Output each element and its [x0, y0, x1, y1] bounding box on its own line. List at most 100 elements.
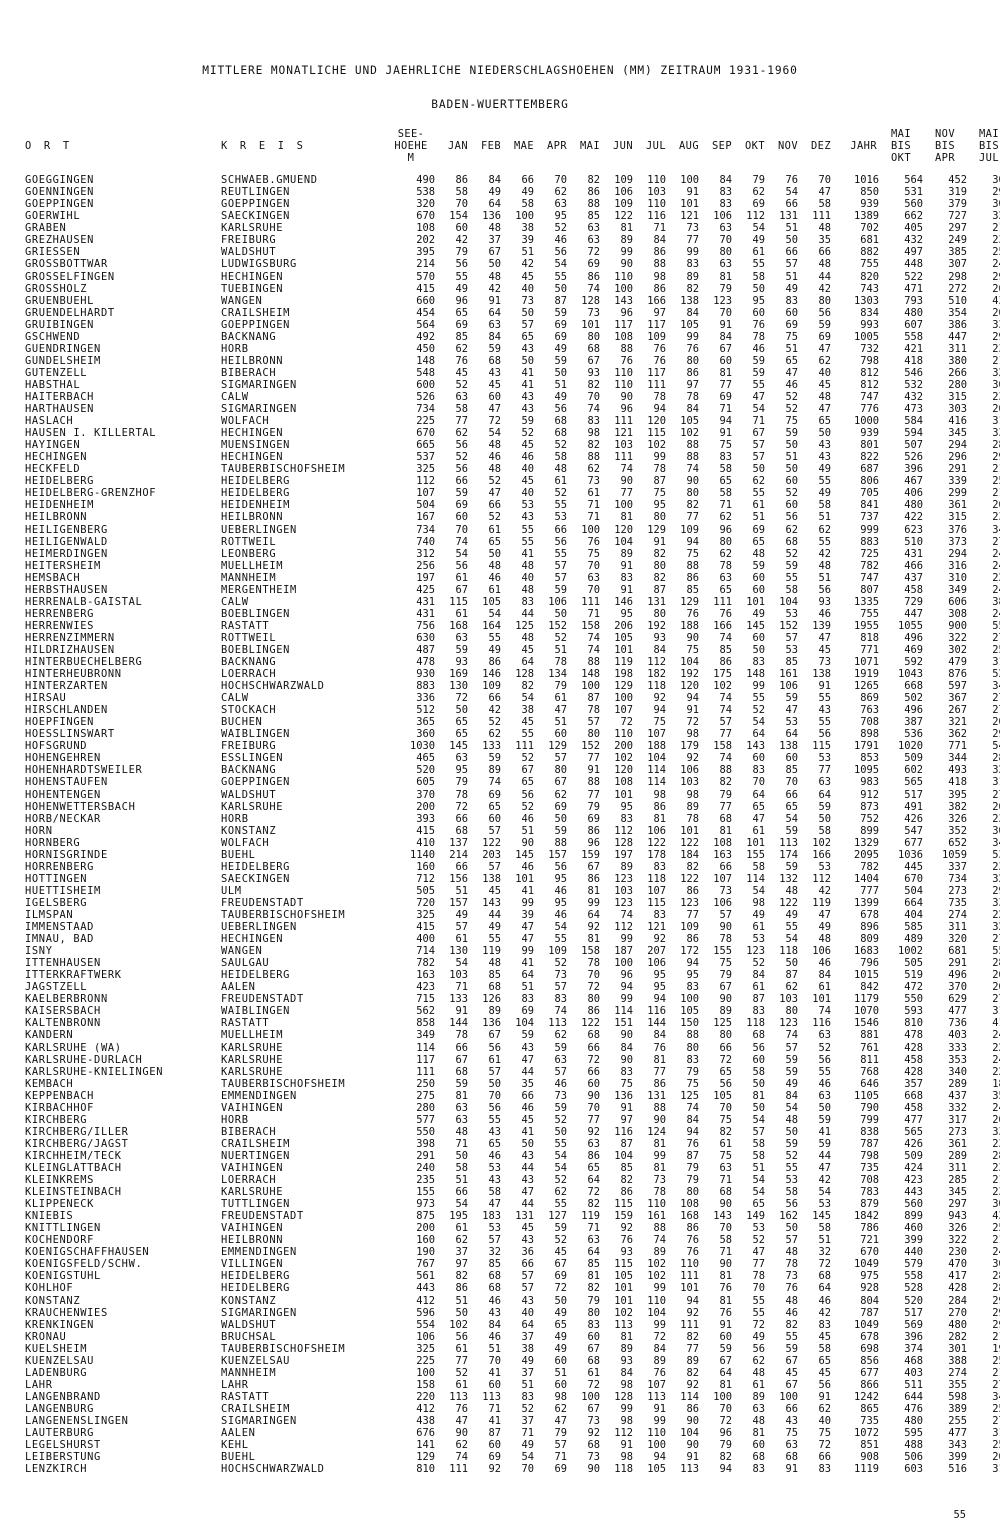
cell-month-4: 68: [587, 1029, 600, 1042]
cell-month-9: 118: [746, 1017, 765, 1030]
cell-kreis: KUENZELSAU: [221, 1354, 291, 1367]
cell-month-6: 129: [647, 523, 666, 536]
cell-month-8: 67: [719, 342, 732, 355]
cell-mai-bis-okt: 506: [904, 1451, 923, 1464]
cell-seehoehe: 349: [416, 1029, 435, 1042]
cell-month-4: 74: [587, 631, 600, 644]
cell-seehoehe: 930: [416, 668, 435, 681]
table-row: ILMSPAN TAUBERBISCHOFSHEIM 325 49 44 39 46 64 74…: [25, 909, 1000, 921]
cell-jahr: 768: [860, 1065, 879, 1078]
cell-jahr: 747: [860, 571, 879, 584]
cell-kreis: HEIDELBERG: [221, 860, 291, 873]
cell-month-8: 86: [719, 656, 732, 669]
cell-month-10: 56: [785, 511, 798, 524]
cell-month-4: 81: [587, 1270, 600, 1283]
cell-seehoehe: 438: [416, 1414, 435, 1427]
cell-month-7: 99: [686, 246, 699, 259]
cell-mai-bis-jul: 226: [992, 1065, 1000, 1078]
cell-mai-bis-okt: 793: [904, 294, 923, 307]
cell-month-4: 86: [587, 270, 600, 283]
cell-month-11: 63: [818, 1089, 831, 1102]
cell-mai-bis-jul: 307: [992, 1198, 1000, 1211]
cell-jahr: 881: [860, 1029, 879, 1042]
cell-mai-bis-jul: 257: [992, 246, 1000, 259]
cell-month-8: 61: [719, 1137, 732, 1150]
cell-jahr: 1335: [853, 595, 879, 608]
cell-month-9: 49: [752, 1330, 765, 1343]
cell-mai-bis-okt: 460: [904, 1222, 923, 1235]
cell-kreis: KONSTANZ: [221, 1294, 277, 1307]
cell-month-9: 65: [752, 800, 765, 813]
cell-month-4: 92: [587, 921, 600, 934]
cell-month-4: 72: [587, 1378, 600, 1391]
cell-month-2: 100: [515, 210, 534, 223]
cell-seehoehe: 129: [416, 1451, 435, 1464]
cell-month-7: 90: [686, 475, 699, 488]
cell-month-6: 112: [647, 656, 666, 669]
cell-month-4: 79: [587, 1294, 600, 1307]
cell-month-0: 67: [455, 583, 468, 596]
cell-jahr: 735: [860, 1414, 879, 1427]
cell-month-2: 57: [521, 1282, 534, 1295]
cell-kreis: KARLSRUHE: [221, 1041, 284, 1054]
cell-month-0: 62: [455, 1234, 468, 1247]
cell-seehoehe: 202: [416, 234, 435, 247]
cell-month-3: 134: [548, 668, 567, 681]
header-nov-bis-apr-line1: NOV: [935, 128, 955, 140]
cell-month-2: 46: [521, 812, 534, 825]
cell-ort: GOENNINGEN: [25, 186, 95, 199]
cell-seehoehe: 782: [416, 957, 435, 970]
cell-month-6: 104: [647, 752, 666, 765]
cell-month-0: 79: [455, 246, 468, 259]
cell-nov-bis-apr: 447: [948, 330, 967, 343]
cell-month-3: 71: [554, 1451, 567, 1464]
header-nov-bis-apr-line3: APR: [935, 152, 955, 165]
cell-month-1: 48: [488, 463, 501, 476]
cell-month-1: 70: [488, 1354, 501, 1367]
cell-nov-bis-apr: 477: [948, 1427, 967, 1440]
cell-seehoehe: 465: [416, 752, 435, 765]
cell-month-5: 103: [614, 439, 633, 452]
cell-ort: HEIDELBERG-GRENZHOF: [25, 487, 157, 500]
cell-month-4: 100: [581, 1390, 600, 1403]
cell-month-4: 72: [587, 1053, 600, 1066]
cell-mai-bis-jul: 241: [992, 559, 1000, 572]
cell-mai-bis-okt: 517: [904, 1306, 923, 1319]
cell-month-5: 96: [620, 403, 633, 416]
header-seehoehe-line2: HOEHE: [394, 140, 428, 153]
cell-kreis: TAUBERBISCHOFSHEIM: [221, 1342, 346, 1355]
cell-nov-bis-apr: 311: [948, 921, 967, 934]
cell-nov-bis-apr: 322: [948, 1234, 967, 1247]
cell-month-7: 103: [680, 776, 699, 789]
cell-month-0: 66: [455, 860, 468, 873]
cell-kreis: LOERRACH: [221, 1174, 277, 1187]
cell-month-6: 76: [653, 354, 666, 367]
cell-month-10: 76: [785, 1282, 798, 1295]
cell-month-6: 110: [647, 1427, 666, 1440]
cell-month-8: 67: [719, 981, 732, 994]
cell-month-6: 86: [653, 800, 666, 813]
cell-month-0: 54: [455, 957, 468, 970]
cell-month-10: 46: [785, 378, 798, 391]
cell-ort: HAUSEN I. KILLERTAL: [25, 427, 157, 440]
cell-nov-bis-apr: 355: [948, 1378, 967, 1391]
cell-month-5: 87: [620, 1137, 633, 1150]
cell-nov-bis-apr: 597: [948, 680, 967, 693]
header-blank2-jun: [600, 152, 633, 164]
cell-month-4: 101: [581, 318, 600, 331]
cell-month-10: 123: [779, 1017, 798, 1030]
cell-mai-bis-okt: 592: [904, 656, 923, 669]
cell-ort: GOEGGINGEN: [25, 174, 95, 187]
cell-seehoehe: 107: [416, 487, 435, 500]
cell-month-7: 150: [680, 1017, 699, 1030]
cell-month-4: 62: [587, 463, 600, 476]
cell-month-10: 118: [779, 945, 798, 958]
cell-jahr: 899: [860, 824, 879, 837]
cell-ort: KANDERN: [25, 1029, 74, 1042]
cell-month-10: 73: [785, 1270, 798, 1283]
cell-month-3: 47: [554, 704, 567, 717]
cell-mai-bis-jul: 219: [992, 354, 1000, 367]
cell-month-1: 49: [488, 643, 501, 656]
cell-month-2: 41: [521, 1125, 534, 1138]
cell-month-0: 144: [449, 1017, 468, 1030]
